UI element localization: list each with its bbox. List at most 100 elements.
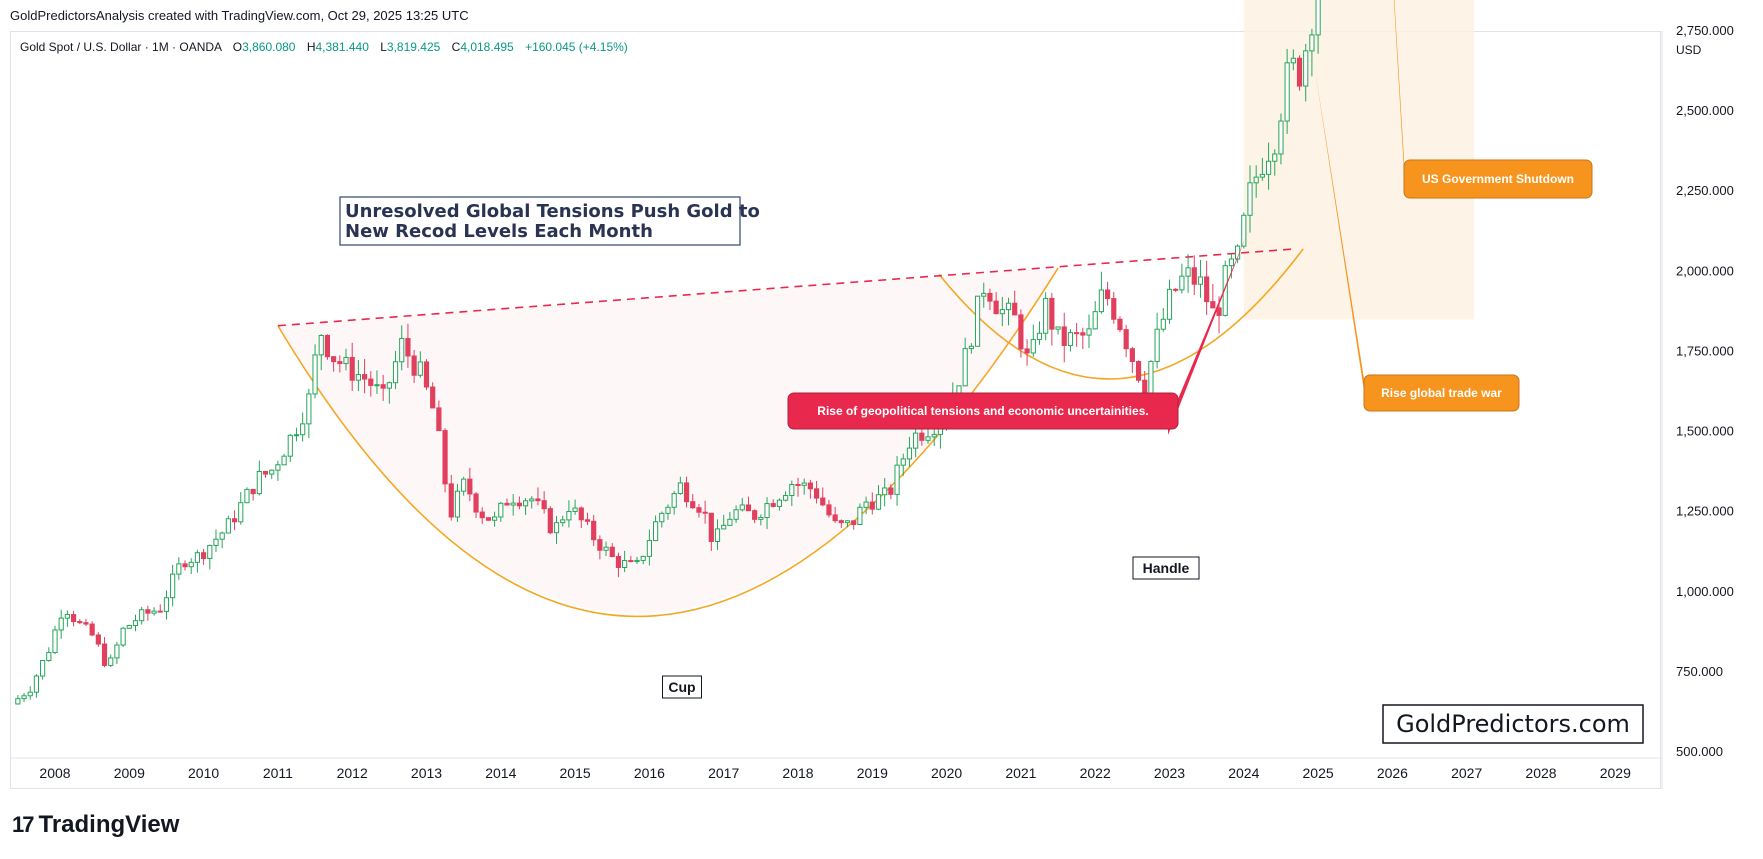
candle-body [1247, 182, 1253, 216]
year-tick-label: 2024 [1228, 765, 1259, 781]
candle-body [108, 657, 114, 666]
candle-body [1030, 339, 1036, 354]
candle-body [702, 511, 708, 514]
annotation-shutdown-box [1403, 159, 1593, 199]
candle-body [176, 563, 182, 575]
candle-body [300, 423, 306, 436]
candle-body [27, 691, 33, 697]
candle-body [392, 361, 399, 384]
tradingview-logo[interactable]: 17 TradingView [12, 811, 179, 839]
candle-body [250, 488, 256, 495]
candle-body [467, 478, 473, 495]
price-tick-label: 2,500.000 [1676, 103, 1734, 118]
candle-body [219, 532, 225, 540]
candle-body [52, 629, 58, 654]
year-tick-label: 2023 [1154, 765, 1185, 781]
candle-body [869, 501, 875, 510]
year-tick-label: 2011 [263, 765, 293, 781]
candle-body [547, 508, 553, 534]
annotation-geopolitical: Rise of geopolitical tensions and econom… [817, 404, 1148, 418]
candle-body [820, 497, 826, 506]
candle-body [1315, 0, 1321, 36]
candle-body [368, 378, 374, 386]
candle-body [1135, 361, 1142, 381]
candle-body [120, 627, 126, 646]
candle-body [275, 464, 281, 471]
candle-body [423, 361, 430, 388]
candle-body [1067, 332, 1074, 346]
candle-body [1216, 307, 1222, 316]
year-tick-label: 2028 [1525, 765, 1556, 781]
candle-body [83, 622, 89, 625]
candle-body [677, 482, 683, 495]
candle-body [337, 361, 343, 365]
candle-body [1055, 326, 1061, 330]
candle-body [690, 501, 696, 509]
candle-body [696, 507, 702, 513]
price-tick-label: 1,000.000 [1676, 584, 1734, 599]
candle-body [888, 487, 894, 495]
year-tick-label: 2019 [857, 765, 888, 781]
price-tick-label: 2,750.000 [1676, 23, 1734, 38]
candle-body [492, 516, 498, 521]
candle-body [727, 518, 733, 526]
annotation-shutdown-pointer [1393, 0, 1404, 171]
candle-body [1179, 275, 1185, 291]
candle-body [776, 499, 783, 507]
candle-body [405, 338, 411, 357]
time-axis: 2008 2009 2010 2011 2012 2013 2014 2015 2016 2017… [10, 757, 1662, 781]
candle-body [1129, 348, 1135, 363]
candle-body [913, 432, 919, 449]
candle-body [1210, 301, 1216, 309]
candle-body [1012, 302, 1018, 316]
open-label: O [232, 40, 243, 54]
year-tick-label: 2018 [782, 765, 813, 781]
candle-body [615, 556, 622, 568]
candle-body [1296, 57, 1303, 87]
candle-body [721, 524, 727, 530]
candle-body [1222, 265, 1228, 316]
candle-body [591, 520, 597, 541]
candle-body [194, 552, 201, 563]
candle-body [634, 559, 640, 563]
candle-body [361, 374, 368, 380]
year-tick-label: 2008 [39, 765, 70, 781]
chart-frame[interactable] [10, 31, 1661, 789]
resistance-layer [277, 248, 1296, 327]
annotation-trade-war-box [1363, 374, 1520, 412]
candle-body [207, 544, 213, 560]
candle-body [281, 455, 287, 466]
year-tick-label: 2020 [931, 765, 962, 781]
candle-body [758, 517, 764, 520]
candle-body [789, 483, 795, 497]
candle-body [1049, 297, 1055, 330]
candle-body [1265, 160, 1272, 175]
candle-body [993, 300, 999, 315]
candle-body [430, 386, 436, 409]
candle-body [974, 295, 981, 347]
price-tick-label: 2,000.000 [1676, 263, 1734, 278]
candle-body [1043, 297, 1049, 334]
year-tick-label: 2016 [634, 765, 665, 781]
annotation-shutdown: US Government Shutdown [1422, 172, 1574, 186]
candle-body [987, 292, 993, 302]
candle-body [838, 520, 844, 524]
resistance-line [277, 248, 1296, 327]
symbol-name: Gold Spot / U.S. Dollar · 1M · OANDA [20, 40, 222, 54]
candle-body [15, 698, 21, 705]
candle-body [925, 436, 931, 441]
candle-body [863, 501, 869, 508]
year-tick-label: 2015 [560, 765, 591, 781]
tradingview-brand: TradingView [38, 811, 180, 838]
year-tick-label: 2010 [188, 765, 219, 781]
watermark-text: GoldPredictors.com [1396, 710, 1630, 738]
candle-body [238, 502, 244, 523]
candle-body [1185, 267, 1191, 277]
candle-body [752, 510, 758, 520]
candle-body [832, 514, 838, 522]
candle-body [801, 482, 807, 486]
price-tick-label: 750.000 [1676, 664, 1723, 679]
title-box [339, 196, 741, 246]
candle-body [21, 695, 27, 700]
